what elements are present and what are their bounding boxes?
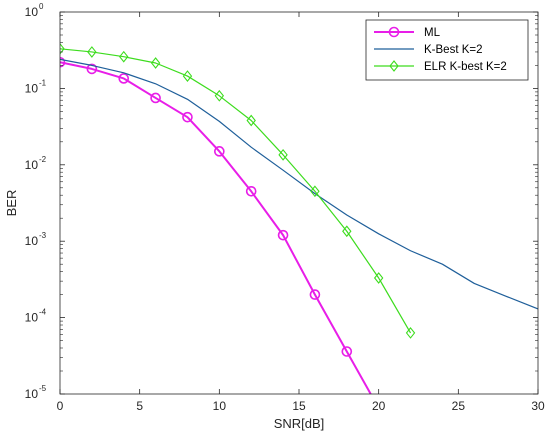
y-tick-exponent: -3	[39, 231, 47, 240]
legend-item: ELR K-best K=2	[374, 60, 507, 73]
data-point-marker	[341, 346, 353, 357]
data-point-marker	[310, 185, 320, 198]
legend-item: ML	[374, 26, 441, 39]
data-point-marker	[342, 225, 352, 238]
x-tick-label: 20	[372, 399, 386, 413]
y-tick-base: 10	[25, 158, 39, 172]
data-point-marker	[245, 185, 257, 197]
data-point-marker	[60, 42, 65, 55]
data-point-marker	[389, 60, 399, 72]
y-tick-label: 10	[25, 387, 39, 401]
y-tick-exponent: -2	[39, 155, 47, 164]
data-point-marker	[86, 63, 98, 75]
x-tick-label: 0	[57, 399, 64, 413]
data-point-marker	[150, 92, 161, 104]
y-tick-label: 10	[25, 81, 39, 95]
y-tick-base: 10	[25, 234, 39, 248]
series-line	[60, 48, 412, 334]
series-0	[60, 56, 372, 394]
legend: ML K-Best K=2 ELR K-best K=2	[365, 19, 529, 81]
data-point-marker	[214, 89, 225, 102]
series-1	[60, 58, 538, 310]
data-point-marker	[278, 148, 288, 161]
legend-item: K-Best K=2	[374, 44, 483, 56]
data-point-marker	[214, 146, 225, 157]
legend-label: ELR K-best K=2	[424, 61, 507, 73]
y-tick-label: 10	[25, 158, 39, 172]
y-tick-exponent: 0	[39, 2, 44, 11]
x-axis-title: SNR[dB]	[274, 416, 325, 431]
y-tick-exponent: -4	[39, 308, 47, 317]
legend-label: ML	[424, 27, 441, 39]
series-2	[60, 42, 416, 339]
y-tick-base: 10	[25, 5, 39, 19]
data-point-marker	[246, 114, 256, 127]
data-point-marker	[87, 46, 97, 58]
x-tick-label: 5	[136, 399, 143, 413]
data-point-marker	[182, 70, 193, 82]
y-tick-label: 10	[25, 311, 39, 325]
data-point-marker	[118, 73, 130, 84]
y-axis-title: BER	[4, 190, 19, 217]
series-layer	[60, 42, 538, 394]
y-tick-base: 10	[25, 81, 39, 95]
y-tick-base: 10	[25, 311, 39, 325]
legend-label: K-Best K=2	[424, 44, 483, 56]
y-tick-exponent: -1	[39, 78, 47, 87]
x-tick-label: 10	[213, 399, 227, 413]
y-tick-label: 10	[25, 234, 39, 248]
series-line	[60, 61, 372, 394]
x-tick-label: 15	[292, 399, 306, 413]
y-tick-base: 10	[25, 387, 39, 401]
data-point-marker	[309, 289, 321, 300]
data-point-marker	[182, 111, 193, 123]
data-point-marker	[150, 57, 161, 69]
y-tick-exponent: -5	[39, 384, 47, 393]
x-tick-label: 25	[452, 399, 466, 413]
y-tick-label: 10	[25, 5, 39, 19]
data-point-marker	[373, 272, 384, 284]
data-point-marker	[388, 26, 400, 38]
series-line	[60, 58, 538, 310]
x-tick-label: 30	[531, 399, 545, 413]
data-point-marker	[277, 229, 289, 241]
data-point-marker	[119, 50, 129, 63]
data-point-marker	[60, 56, 66, 68]
data-point-marker	[405, 327, 416, 339]
